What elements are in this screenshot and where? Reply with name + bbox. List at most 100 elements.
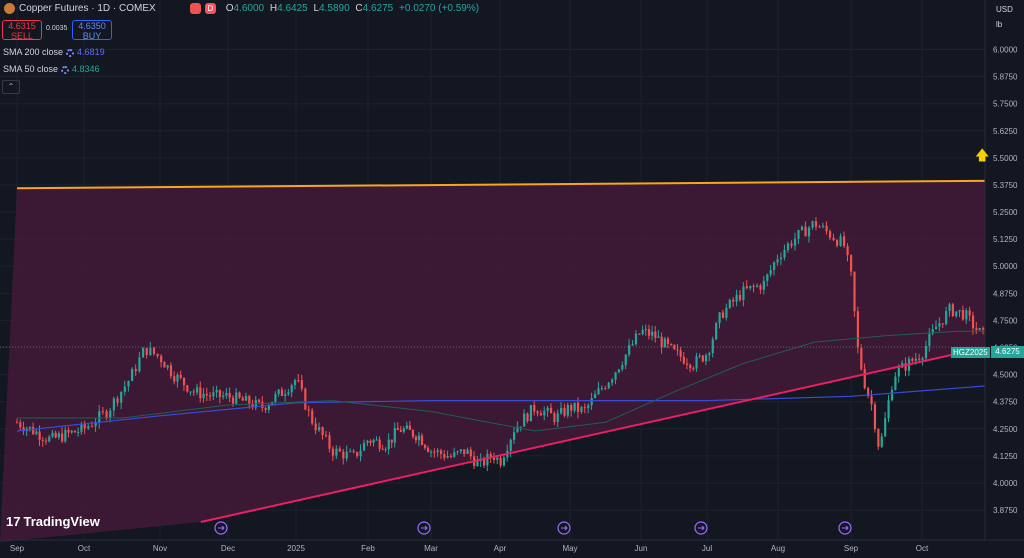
settings-gear-icon[interactable] — [66, 48, 75, 57]
candle-body — [576, 402, 580, 412]
candle-body — [797, 229, 800, 239]
candle-body — [41, 439, 44, 441]
candle-body — [890, 389, 894, 401]
candle-body — [300, 380, 303, 389]
y-tick-label: 5.5000 — [993, 154, 1018, 163]
candle-body — [342, 451, 345, 459]
candle-body — [127, 381, 130, 387]
candle-body — [695, 356, 698, 369]
sma50-legend[interactable]: SMA 50 close 4.8346 — [3, 64, 100, 74]
candle-body — [141, 347, 145, 358]
candle-body — [131, 368, 134, 382]
candle-body — [657, 336, 660, 338]
candle-body — [721, 312, 725, 318]
candle-body — [935, 326, 938, 330]
candle-body — [638, 333, 641, 335]
currency-selector[interactable]: USD — [996, 5, 1013, 14]
candle-body — [375, 439, 378, 441]
candle-body — [73, 430, 77, 433]
candle-body — [590, 398, 593, 406]
candle-body — [728, 299, 731, 308]
candle-body — [182, 377, 186, 386]
earnings-event-icon[interactable] — [557, 521, 571, 535]
upper-trendline[interactable] — [16, 175, 1024, 190]
y-tick-label: 4.7500 — [993, 316, 1018, 325]
candle-body — [689, 364, 692, 369]
candle-body — [35, 431, 38, 435]
candle-body — [911, 358, 914, 361]
candle-body — [112, 398, 115, 411]
candle-body — [321, 427, 324, 436]
candle-body — [873, 404, 877, 430]
candle-body — [938, 323, 941, 327]
candle-body — [120, 391, 123, 403]
candle-body — [284, 394, 287, 396]
candle-body — [631, 344, 634, 346]
tradingview-logo[interactable]: 17 TradingView — [6, 514, 100, 529]
candle-body — [381, 448, 384, 450]
candle-body — [711, 339, 714, 354]
x-tick-label: Mar — [424, 544, 438, 553]
candles — [16, 217, 1024, 472]
candle-body — [48, 436, 51, 442]
candle-body — [853, 271, 856, 312]
candle-body — [149, 347, 152, 356]
x-tick-label: Jun — [635, 544, 648, 553]
candle-body — [94, 423, 97, 427]
candle-body — [98, 411, 101, 424]
symbol-header: Copper Futures · 1D · COMEX D O4.6000 H4… — [4, 3, 479, 14]
sma200-legend[interactable]: SMA 200 close 4.6819 — [3, 47, 105, 57]
price-axis[interactable]: 6.0000 5.8750 5.7500 5.6250 5.5000 5.3750 5.25… — [984, 0, 1024, 558]
earnings-event-icon[interactable] — [214, 521, 228, 535]
y-tick-label: 4.5000 — [993, 371, 1018, 380]
candle-body — [814, 221, 818, 227]
collapse-legend-button[interactable]: ⌃ — [2, 80, 20, 94]
time-axis[interactable]: Sep Oct Nov Dec 2025 Feb Mar Apr May Jun Jul Aug Sep… — [0, 539, 1024, 553]
ohlc-values: O4.6000 H4.6425 L4.5890 C4.6275 +0.0270 … — [225, 3, 480, 14]
candle-body — [22, 427, 25, 432]
candle-body — [776, 259, 779, 263]
buy-button[interactable]: 4.6350 BUY — [72, 20, 112, 41]
y-tick-label: 5.7500 — [993, 100, 1018, 109]
candle-body — [244, 396, 248, 401]
earnings-event-icon[interactable] — [417, 521, 431, 535]
candle-body — [654, 331, 657, 338]
candle-body — [708, 353, 711, 356]
candle-body — [539, 413, 543, 416]
candle-body — [884, 418, 887, 437]
candle-body — [414, 436, 418, 441]
candle-body — [894, 376, 897, 390]
y-tick-label: 4.2500 — [993, 425, 1018, 434]
candle-body — [811, 221, 814, 228]
d-badge-icon[interactable]: D — [204, 3, 216, 14]
candle-body — [372, 440, 375, 443]
candle-body — [818, 226, 821, 228]
settings-gear-icon[interactable] — [61, 65, 70, 74]
unit-selector[interactable]: lb — [996, 20, 1003, 29]
candle-body — [614, 372, 617, 380]
candle-body — [218, 389, 222, 398]
candle-body — [742, 286, 745, 301]
candle-body — [880, 436, 883, 447]
candle-body — [186, 385, 189, 392]
candle-body — [800, 226, 804, 230]
candle-body — [405, 425, 409, 429]
candle-body — [971, 315, 975, 329]
earnings-event-icon[interactable] — [838, 521, 852, 535]
flag-icon[interactable] — [189, 3, 201, 14]
x-tick-label: Feb — [361, 544, 375, 553]
triangle-pattern-fill — [0, 180, 1024, 542]
candle-body — [502, 457, 506, 466]
symbol-title[interactable]: Copper Futures · 1D · COMEX — [19, 3, 156, 14]
event-markers — [214, 521, 852, 535]
candle-body — [264, 408, 267, 410]
candle-body — [766, 274, 769, 281]
candle-body — [138, 357, 141, 372]
candle-body — [90, 426, 94, 428]
candle-body — [61, 433, 64, 442]
earnings-event-icon[interactable] — [694, 521, 708, 535]
candle-body — [897, 367, 900, 377]
sell-button[interactable]: 4.6315 SELL — [2, 20, 42, 41]
x-tick-label: Dec — [221, 544, 235, 553]
